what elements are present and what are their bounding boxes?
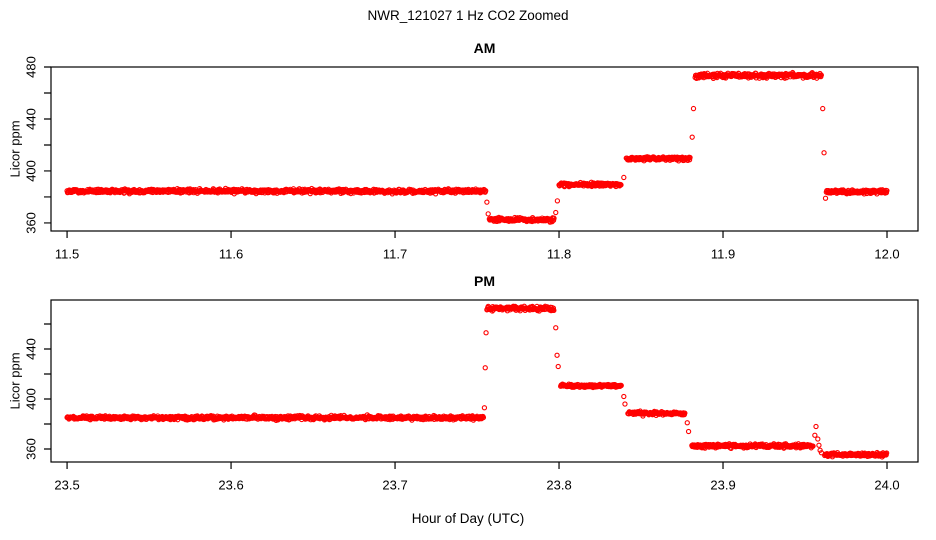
chart-title: NWR_121027 1 Hz CO2 Zoomed [367,8,569,23]
pm-panel-title: PM [474,273,495,289]
am-y-axis-label: Licor ppm [7,120,23,178]
x-axis-label: Hour of Day (UTC) [411,511,525,526]
pm-y-axis-label: Licor ppm [7,352,23,410]
am-panel-title: AM [473,40,496,56]
